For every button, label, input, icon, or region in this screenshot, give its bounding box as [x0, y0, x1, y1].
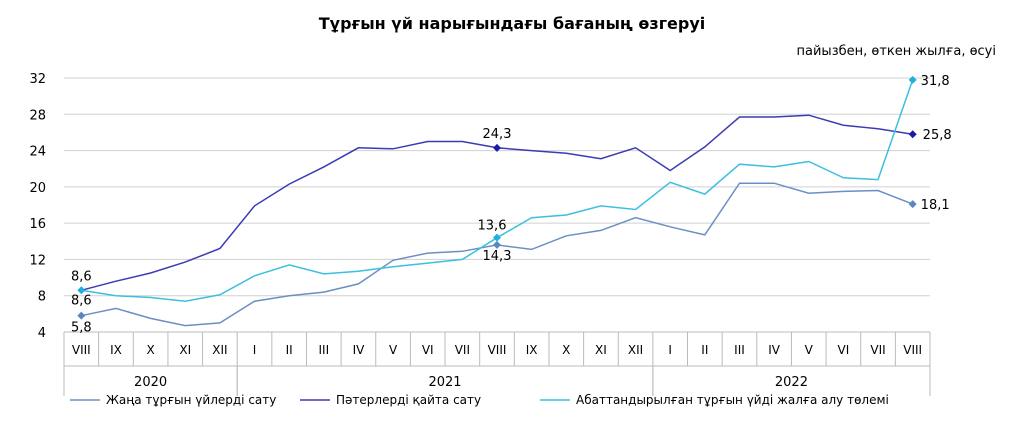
- x-tick-label: III: [318, 343, 329, 357]
- x-tick-label: VI: [422, 343, 434, 357]
- data-label: 24,3: [483, 127, 512, 142]
- chart-title: Тұрғын үй нарығындағы бағаның өзгеруі: [318, 14, 706, 33]
- x-tick-label: X: [562, 343, 570, 357]
- x-axis: VIII IX X XI XII I II III IV V VI VII VIII IX X XI XII I I…: [63, 331, 931, 396]
- y-axis: 4 8 12 16 20 24 28 32: [29, 72, 46, 341]
- year-label: 2021: [428, 375, 461, 390]
- x-tick-label: VIII: [903, 343, 922, 357]
- y-tick-label: 20: [29, 181, 46, 196]
- data-label: 5,8: [71, 321, 92, 336]
- chart-subtitle: пайызбен, өткен жылға, өсуі: [796, 44, 996, 59]
- x-tick-label: X: [146, 343, 154, 357]
- data-point-marker: [493, 233, 501, 242]
- data-point-marker: [908, 200, 917, 209]
- data-label: 31,8: [921, 74, 950, 89]
- data-point-marker: [77, 311, 86, 320]
- x-tick-label: V: [389, 343, 398, 357]
- x-tick-label: XI: [595, 343, 607, 357]
- x-tick-label: XII: [212, 343, 227, 357]
- data-label: 14,3: [483, 249, 512, 264]
- x-tick-label: VIII: [488, 343, 507, 357]
- x-tick-label: IX: [110, 343, 122, 357]
- legend: Жаңа тұрғын үйлерді сату Пәтерлерді қайта…: [70, 393, 889, 407]
- x-tick-label: VI: [838, 343, 850, 357]
- data-label: 18,1: [921, 198, 950, 213]
- x-tick-label: I: [253, 343, 257, 357]
- x-tick-label: XII: [628, 343, 643, 357]
- x-tick-label: VII: [870, 343, 885, 357]
- x-tick-label: III: [734, 343, 745, 357]
- y-tick-label: 28: [29, 108, 46, 123]
- data-point-marker: [908, 130, 917, 139]
- legend-label: Жаңа тұрғын үйлерді сату: [106, 393, 276, 407]
- legend-label: Абаттандырылған тұрғын үйді жалға алу тө…: [576, 393, 889, 407]
- data-label: 25,8: [923, 128, 952, 143]
- data-label: 8,6: [71, 269, 92, 284]
- x-tick-label: VII: [455, 343, 470, 357]
- year-label: 2020: [134, 375, 167, 390]
- y-tick-label: 32: [29, 72, 46, 87]
- data-point-marker: [908, 75, 917, 84]
- x-tick-label: VIII: [72, 343, 91, 357]
- data-point-marker: [77, 286, 86, 295]
- x-tick-label: V: [805, 343, 814, 357]
- x-tick-label: II: [701, 343, 708, 357]
- y-tick-label: 12: [29, 253, 46, 268]
- x-tick-label: XI: [179, 343, 191, 357]
- series-lines: [77, 75, 917, 327]
- data-label: 13,6: [478, 219, 507, 234]
- year-label: 2022: [775, 375, 808, 390]
- data-point-marker: [493, 240, 501, 249]
- y-tick-label: 4: [38, 326, 46, 341]
- data-label: 8,6: [71, 293, 92, 308]
- y-tick-label: 24: [29, 145, 46, 160]
- legend-label: Пәтерлерді қайта сату: [336, 393, 481, 407]
- y-tick-label: 16: [29, 217, 46, 232]
- series-line: [81, 79, 914, 302]
- data-point-marker: [493, 143, 501, 152]
- y-tick-label: 8: [38, 290, 46, 305]
- x-tick-label: IX: [526, 343, 538, 357]
- x-tick-label: I: [668, 343, 672, 357]
- x-tick-label: IV: [353, 343, 366, 357]
- x-tick-label: IV: [768, 343, 781, 357]
- x-tick-label: II: [286, 343, 293, 357]
- data-labels: 5,8 14,3 18,1 24,3 25,8 8,6 13,6 31,8 8,6: [71, 74, 952, 336]
